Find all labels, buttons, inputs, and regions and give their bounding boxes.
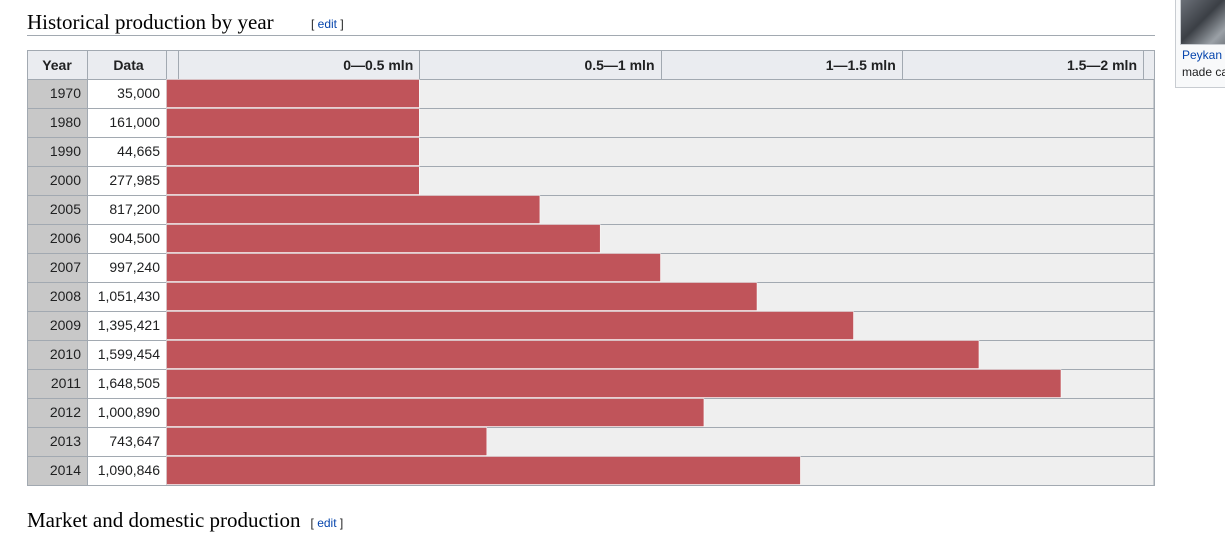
value-label-1980: 161,000	[109, 114, 160, 130]
bar-2014	[166, 456, 801, 485]
bar-2009	[166, 311, 854, 340]
year-label-1980: 1980	[50, 114, 81, 130]
header-year: Year	[42, 57, 72, 73]
edit-bracket-close: ]	[337, 17, 344, 31]
edit-section-link[interactable]: [ edit ]	[311, 17, 344, 31]
next-edit-link-label[interactable]: edit	[317, 516, 337, 530]
scale-label-2: 0.5—1 mln	[584, 57, 654, 73]
year-label-2014: 2014	[50, 462, 81, 478]
value-label-2013: 743,647	[109, 433, 160, 449]
scale-label-1: 0—0.5 mln	[343, 57, 413, 73]
bar-2008	[166, 282, 758, 311]
value-label-1990: 44,665	[117, 143, 160, 159]
data-cell-1970	[87, 79, 167, 109]
data-cell-2012	[87, 398, 167, 428]
year-cell-2013	[27, 427, 88, 457]
bar-2012	[166, 398, 705, 427]
year-label-2012: 2012	[50, 404, 81, 420]
year-label-2008: 2008	[50, 288, 81, 304]
year-cell-2014	[27, 456, 88, 486]
value-label-2010: 1,599,454	[98, 346, 160, 362]
data-cell-2009	[87, 311, 167, 341]
scale-label-3: 1—1.5 mln	[826, 57, 896, 73]
value-label-2009: 1,395,421	[98, 317, 160, 333]
year-label-1990: 1990	[50, 143, 81, 159]
year-label-2010: 2010	[50, 346, 81, 362]
bar-2010	[166, 340, 980, 369]
section-heading: Historical production by year [ edit ]	[27, 8, 1155, 36]
edit-link-label[interactable]: edit	[317, 17, 338, 31]
car-thumbnail-image[interactable]	[1180, 0, 1225, 45]
bar-2011	[166, 369, 1062, 398]
year-cell-2011	[27, 369, 88, 399]
year-label-2011: 2011	[51, 375, 81, 391]
chart-header	[27, 50, 1155, 80]
data-cell-2011	[87, 369, 167, 399]
year-label-2006: 2006	[50, 230, 81, 246]
thumbnail-caption: Peykan made ca	[1182, 47, 1225, 81]
bar-1990	[166, 137, 420, 166]
thumbnail: Peykan made ca	[1175, 0, 1225, 88]
year-label-1970: 1970	[50, 85, 81, 101]
year-cell-2007	[27, 253, 88, 283]
year-label-2013: 2013	[50, 433, 81, 449]
value-label-2008: 1,051,430	[98, 288, 160, 304]
value-label-2005: 817,200	[109, 201, 160, 217]
section-title: Historical production by year	[27, 10, 274, 34]
bar-2007	[166, 253, 661, 282]
data-cell-2005	[87, 195, 167, 225]
production-chart: Year Data 0—0.5 mln 0.5—1 mln 1—1.5 mln 1.5—2…	[27, 50, 1155, 486]
header-data: Data	[113, 57, 144, 73]
thumbnail-caption-text: made ca	[1182, 65, 1225, 79]
year-cell-2012	[27, 398, 88, 428]
value-label-1970: 35,000	[117, 85, 160, 101]
thumbnail-caption-link[interactable]: Peykan	[1182, 48, 1223, 62]
next-edit-bracket-close: ]	[336, 516, 344, 530]
value-label-2000: 277,985	[109, 172, 160, 188]
year-label-2005: 2005	[50, 201, 81, 217]
year-cell-2010	[27, 340, 88, 370]
value-label-2007: 997,240	[109, 259, 160, 275]
value-label-2011: 1,648,505	[98, 375, 160, 391]
bar-2005	[166, 195, 541, 224]
year-label-2009: 2009	[50, 317, 81, 333]
production-chart-svg: Year Data 0—0.5 mln 0.5—1 mln 1—1.5 mln 1.5—2…	[27, 50, 1155, 486]
next-section-title: Market and domestic production	[27, 508, 301, 532]
year-cell-1970	[27, 79, 88, 109]
data-cell-2014	[87, 456, 167, 486]
bar-2000	[166, 166, 420, 195]
bar-2013	[166, 427, 488, 456]
data-cell-2006	[87, 224, 167, 254]
next-section-heading: Market and domestic production [ edit ]	[27, 508, 343, 533]
year-label-2000: 2000	[50, 172, 81, 188]
bar-2006	[166, 224, 601, 253]
year-cell-1980	[27, 108, 88, 138]
scale-label-4: 1.5—2 mln	[1067, 57, 1137, 73]
data-cell-2000	[87, 166, 167, 196]
value-label-2006: 904,500	[109, 230, 160, 246]
value-label-2014: 1,090,846	[98, 462, 160, 478]
bar-1980	[166, 108, 420, 137]
bar-1970	[166, 79, 420, 108]
next-edit-section-link[interactable]: [ edit ]	[311, 516, 344, 530]
value-label-2012: 1,000,890	[98, 404, 160, 420]
edit-bracket-open: [	[311, 17, 318, 31]
year-label-2007: 2007	[50, 259, 81, 275]
